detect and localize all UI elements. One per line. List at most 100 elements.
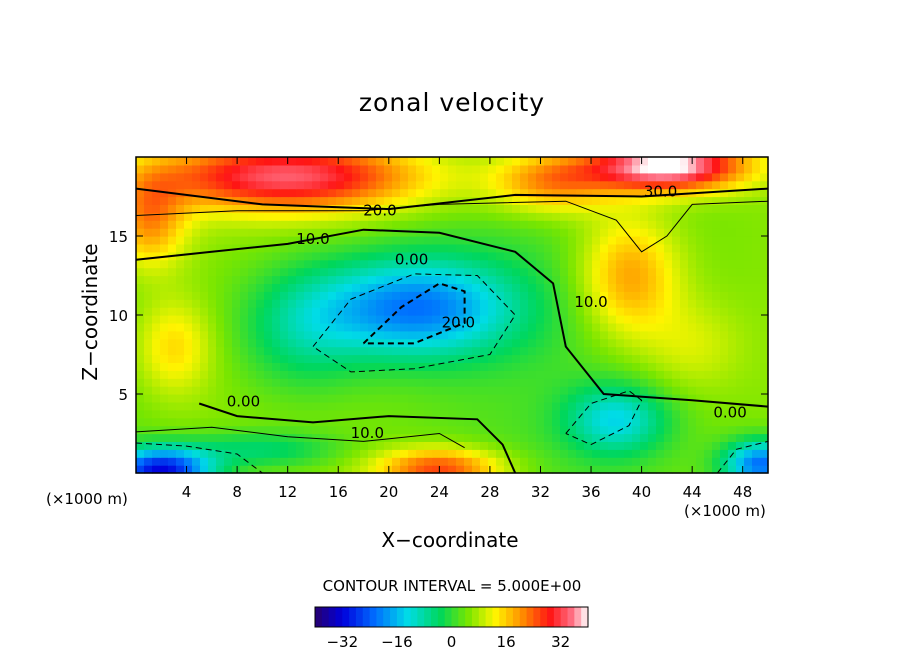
- heatmap-cell: [536, 251, 545, 261]
- chart-title: zonal velocity: [358, 88, 546, 117]
- heatmap-cell: [672, 204, 681, 213]
- heatmap-cell: [184, 370, 193, 379]
- heatmap-cell: [232, 291, 241, 300]
- heatmap-cell: [360, 433, 369, 442]
- heatmap-cell: [552, 441, 561, 450]
- heatmap-cell: [544, 330, 553, 340]
- heatmap-cell: [680, 425, 689, 435]
- heatmap-cell: [144, 267, 153, 277]
- heatmap-cell: [184, 457, 193, 466]
- heatmap-cell: [624, 291, 633, 300]
- heatmap-cell: [552, 236, 561, 245]
- heatmap-cell: [192, 322, 201, 332]
- heatmap-cell: [608, 370, 617, 379]
- heatmap-cell: [480, 338, 489, 348]
- heatmap-cell: [328, 251, 337, 261]
- heatmap-cell: [248, 417, 257, 427]
- heatmap-cell: [376, 346, 385, 356]
- heatmap-cell: [504, 417, 513, 427]
- heatmap-cell: [736, 196, 745, 205]
- heatmap-cell: [208, 251, 217, 261]
- heatmap-cell: [280, 188, 289, 198]
- heatmap-cell: [304, 378, 313, 387]
- heatmap-cell: [512, 338, 521, 348]
- heatmap-cell: [696, 346, 705, 356]
- heatmap-cell: [664, 236, 673, 245]
- heatmap-cell: [440, 299, 449, 308]
- heatmap-cell: [408, 315, 417, 324]
- heatmap-cell: [456, 259, 465, 269]
- heatmap-cell: [440, 425, 449, 435]
- heatmap-cell: [368, 307, 377, 316]
- heatmap-cell: [536, 449, 545, 458]
- heatmap-cell: [464, 291, 473, 300]
- heatmap-cell: [200, 243, 209, 253]
- heatmap-cell: [608, 220, 617, 229]
- heatmap-cell: [216, 346, 225, 356]
- heatmap-cell: [160, 370, 169, 379]
- heatmap-cell: [456, 180, 465, 190]
- heatmap-cell: [520, 401, 529, 411]
- heatmap-cell: [136, 204, 145, 213]
- heatmap-cell: [720, 338, 729, 348]
- heatmap-cell: [240, 172, 249, 182]
- heatmap-cell: [760, 251, 769, 261]
- heatmap-cell: [592, 322, 601, 332]
- heatmap-cell: [568, 180, 577, 190]
- heatmap-cell: [352, 157, 361, 166]
- heatmap-cell: [640, 465, 649, 474]
- heatmap-cell: [216, 338, 225, 348]
- heatmap-cell: [608, 338, 617, 348]
- heatmap-cell: [552, 457, 561, 466]
- heatmap-cell: [216, 172, 225, 182]
- heatmap-cell: [176, 259, 185, 269]
- heatmap-cell: [680, 196, 689, 205]
- heatmap-cell: [704, 259, 713, 269]
- heatmap-cell: [744, 457, 753, 466]
- heatmap-cell: [152, 378, 161, 387]
- heatmap-cell: [448, 338, 457, 348]
- heatmap-cell: [432, 457, 441, 466]
- heatmap-cell: [728, 157, 737, 166]
- heatmap-cell: [264, 204, 273, 213]
- heatmap-cell: [408, 251, 417, 261]
- heatmap-cell: [312, 259, 321, 269]
- heatmap-cell: [328, 322, 337, 332]
- heatmap-cell: [176, 346, 185, 356]
- heatmap-cell: [304, 401, 313, 411]
- heatmap-cell: [432, 433, 441, 442]
- heatmap-cell: [336, 291, 345, 300]
- heatmap-cell: [560, 362, 569, 371]
- heatmap-cell: [296, 291, 305, 300]
- heatmap-cell: [288, 267, 297, 277]
- x-tick-label: 40: [632, 483, 651, 501]
- heatmap-cell: [656, 251, 665, 261]
- heatmap-cell: [280, 220, 289, 229]
- heatmap-cell: [144, 228, 153, 237]
- heatmap-cell: [520, 370, 529, 379]
- heatmap-cell: [544, 449, 553, 458]
- heatmap-cell: [248, 425, 257, 435]
- heatmap-cell: [640, 283, 649, 292]
- heatmap-cell: [576, 291, 585, 300]
- heatmap-cell: [400, 196, 409, 205]
- heatmap-cell: [520, 322, 529, 332]
- heatmap-cell: [704, 283, 713, 292]
- heatmap-cell: [488, 370, 497, 379]
- heatmap-cell: [544, 346, 553, 356]
- heatmap-cell: [352, 394, 361, 403]
- heatmap-cell: [144, 457, 153, 466]
- heatmap-cell: [480, 212, 489, 221]
- heatmap-cell: [312, 275, 321, 284]
- heatmap-cell: [312, 204, 321, 213]
- heatmap-cell: [528, 338, 537, 348]
- heatmap-cell: [640, 196, 649, 205]
- heatmap-cell: [704, 164, 713, 174]
- heatmap-cell: [544, 283, 553, 292]
- heatmap-cell: [568, 164, 577, 174]
- heatmap-cell: [152, 291, 161, 300]
- heatmap-cell: [432, 204, 441, 213]
- heatmap-cell: [272, 164, 281, 174]
- heatmap-cell: [752, 172, 761, 182]
- heatmap-cell: [280, 465, 289, 474]
